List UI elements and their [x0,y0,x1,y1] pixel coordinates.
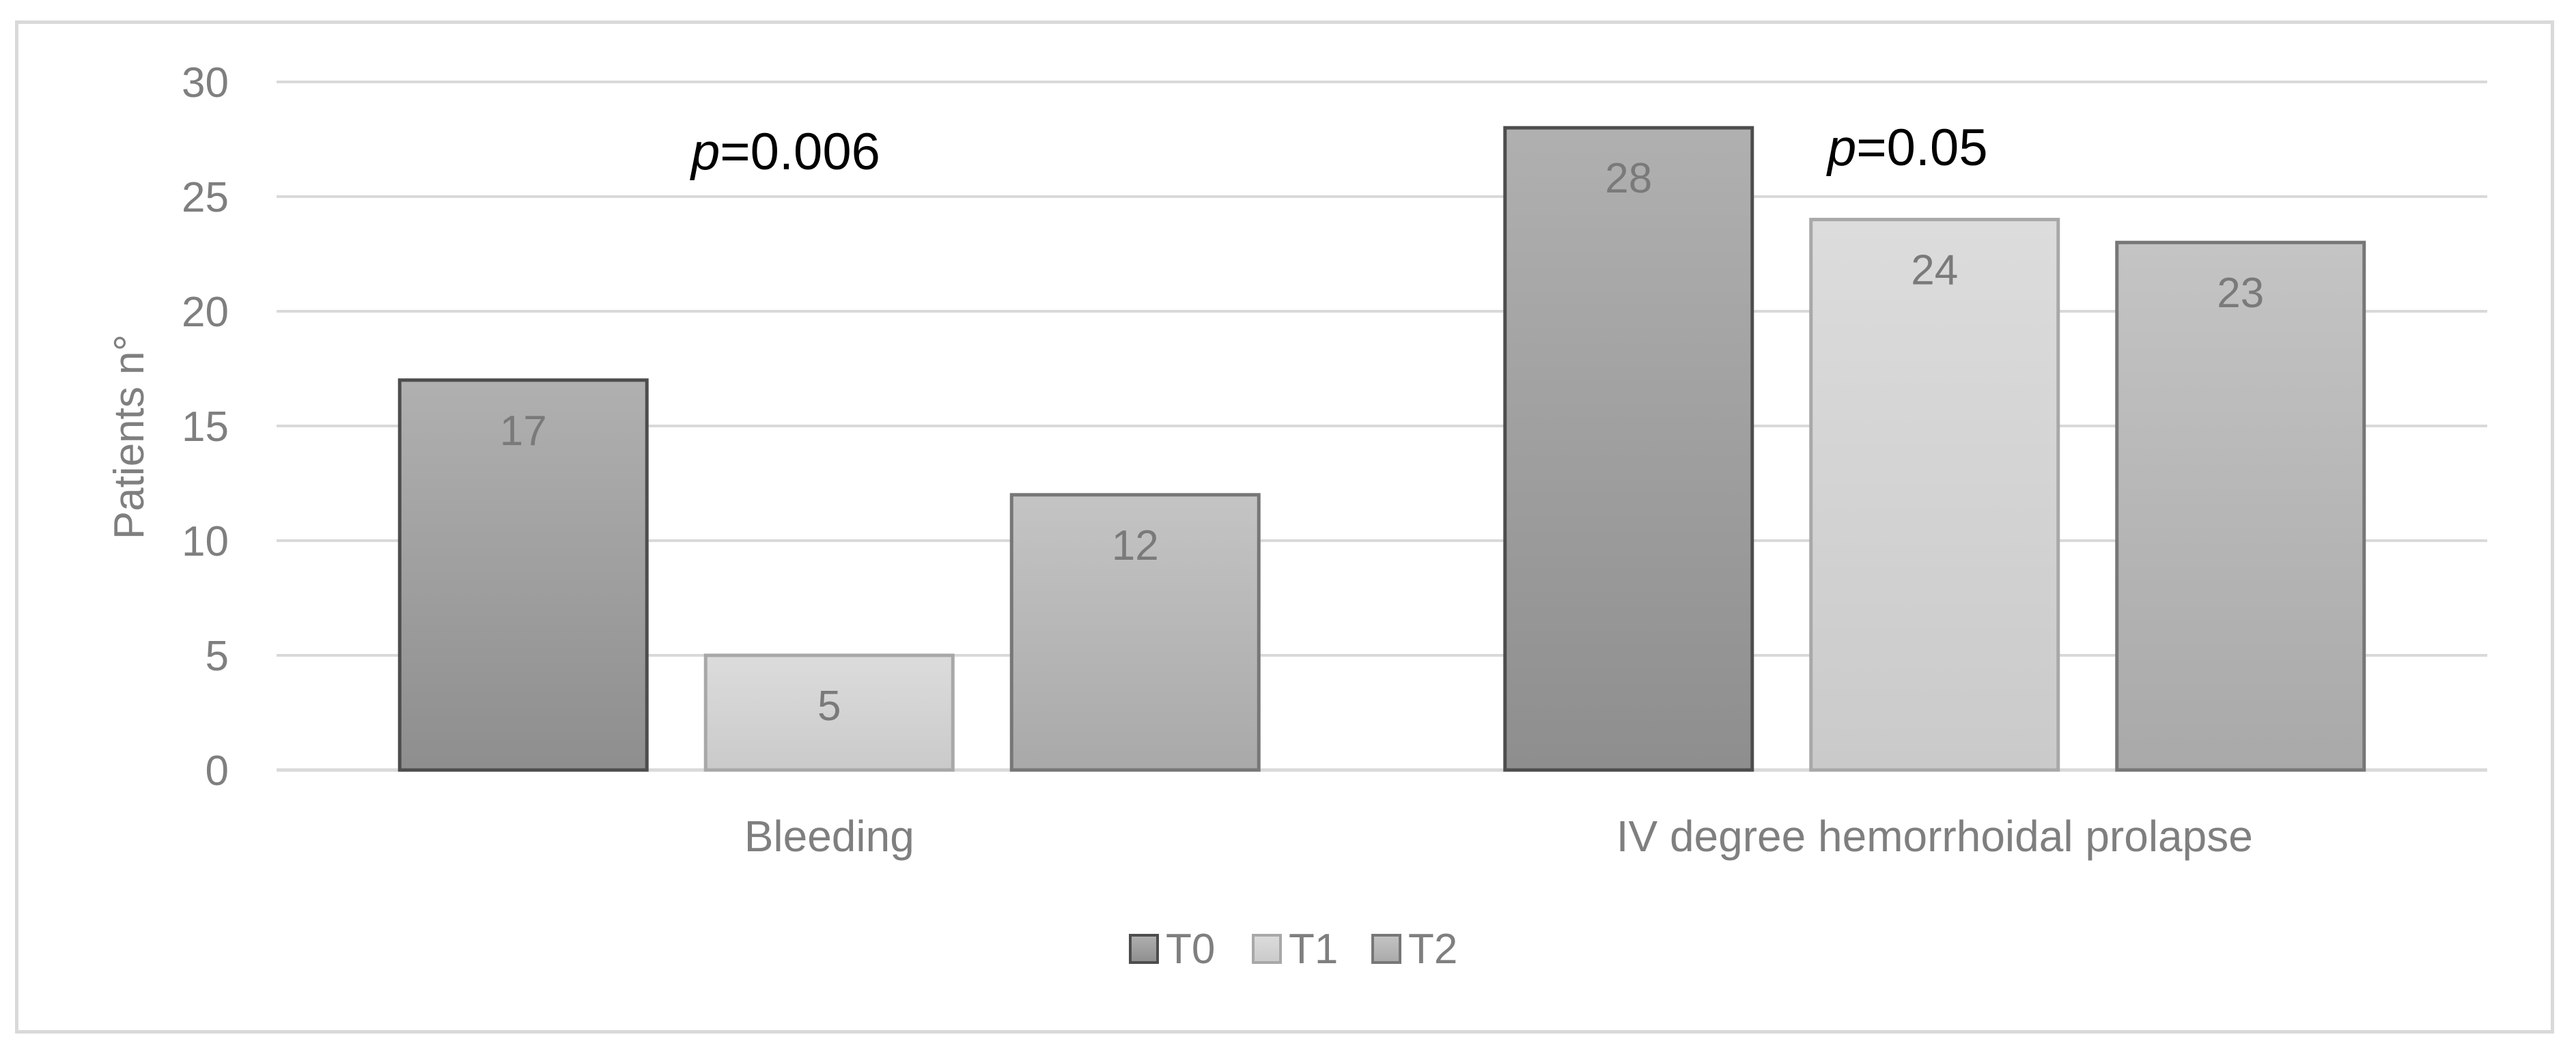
legend-label: T2 [1408,926,1457,973]
legend-label: T1 [1289,926,1338,973]
y-tick-label: 5 [206,633,229,680]
y-tick-label: 20 [182,289,229,336]
y-tick-label: 0 [206,747,229,795]
data-label: 5 [817,683,841,730]
annotations: p=0.006 p=0.05 [690,119,1988,181]
bar-t1 [703,653,955,772]
bar-t0 [1503,126,1754,772]
data-label: 23 [2217,270,2264,317]
y-axis-label: Patients n° [106,334,153,540]
legend: T0 T1 T2 [1129,926,1457,973]
y-tick-label: 25 [182,174,229,221]
bar-t2 [1009,493,1261,772]
p-value-annotation: p=0.006 [690,123,880,181]
legend-swatch-t2 [1371,934,1401,964]
p-value-annotation: p=0.05 [1826,119,1988,177]
y-tick-label: 10 [182,518,229,565]
bar-t2 [2115,240,2366,772]
legend-swatch-t1 [1252,934,1282,964]
category-label: Bleeding [744,812,914,861]
data-label: 12 [1112,522,1159,569]
data-labels: 17 5 12 28 24 23 [500,155,2264,730]
legend-swatch-t0 [1129,934,1159,964]
data-label: 24 [1911,247,1958,294]
bars [397,126,2366,772]
data-label: 28 [1605,155,1652,202]
bar-t1 [1809,218,2060,772]
y-tick-label: 15 [182,403,229,451]
category-label: IV degree hemorrhoidal prolapse [1616,812,2253,861]
y-tick-labels: 0 5 10 15 20 25 30 [182,59,229,795]
y-tick-label: 30 [182,59,229,106]
data-label: 17 [500,408,547,455]
category-labels: Bleeding IV degree hemorrhoidal prolapse [744,812,2253,861]
bar-t0 [397,378,649,772]
legend-label: T0 [1166,926,1215,973]
